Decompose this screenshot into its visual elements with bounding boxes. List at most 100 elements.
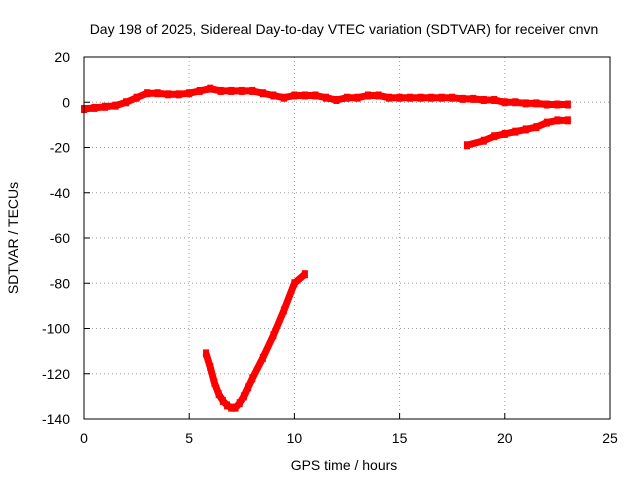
data-point xyxy=(533,123,540,132)
data-point xyxy=(232,403,239,412)
data-point xyxy=(554,100,561,109)
data-point xyxy=(291,91,298,100)
data-point xyxy=(291,279,298,288)
data-point xyxy=(564,116,571,125)
data-point xyxy=(533,99,540,108)
data-point xyxy=(245,383,252,392)
data-point xyxy=(543,100,550,109)
y-tick-label: 20 xyxy=(54,49,70,65)
data-point xyxy=(480,95,487,104)
y-tick-label: -100 xyxy=(42,321,70,337)
data-point xyxy=(270,331,277,340)
data-point xyxy=(344,93,350,102)
data-point xyxy=(280,306,287,315)
data-point xyxy=(270,91,277,100)
data-point xyxy=(428,93,435,102)
data-point xyxy=(365,91,372,100)
data-point xyxy=(480,136,487,145)
data-point xyxy=(249,374,256,383)
data-point xyxy=(123,98,130,107)
data-point xyxy=(228,86,235,95)
data-point xyxy=(354,93,361,102)
series-layer xyxy=(81,84,571,412)
x-tick-label: 5 xyxy=(185,430,193,446)
y-axis-label: SDTVAR / TECUs xyxy=(5,182,21,294)
data-point xyxy=(396,93,403,102)
data-point xyxy=(211,378,218,387)
data-point xyxy=(463,141,470,150)
data-point xyxy=(203,349,210,358)
series-late-arc xyxy=(463,116,571,150)
x-tick-label: 15 xyxy=(392,430,408,446)
data-point xyxy=(144,89,151,98)
y-tick-label: -40 xyxy=(50,185,70,201)
series-line-late-arc xyxy=(465,116,568,149)
y-tick-label: -20 xyxy=(50,140,70,156)
data-point xyxy=(165,90,172,99)
y-tick-label: -120 xyxy=(42,366,70,382)
data-point xyxy=(512,98,519,107)
data-point xyxy=(522,99,529,108)
y-tick-labels: 20 0 -20 -40 -60 -80 -100 -120 -140 xyxy=(42,49,70,427)
data-point xyxy=(407,93,414,102)
x-tick-label: 25 xyxy=(602,430,618,446)
data-point xyxy=(224,401,231,410)
data-point xyxy=(375,91,382,100)
data-point xyxy=(470,94,477,103)
data-point xyxy=(438,93,445,102)
x-tick-labels: 0 5 10 15 20 25 xyxy=(80,430,618,446)
data-point xyxy=(280,93,287,102)
data-point xyxy=(491,95,498,104)
plot-frame xyxy=(83,56,611,420)
y-tick-label: -140 xyxy=(42,411,70,427)
chart-title: Day 198 of 2025, Sidereal Day-to-day VTE… xyxy=(90,21,599,37)
data-point xyxy=(91,103,98,112)
data-point xyxy=(333,95,340,104)
y-tick-label: -60 xyxy=(50,230,70,246)
data-point xyxy=(501,98,508,107)
data-point xyxy=(512,127,519,136)
data-point xyxy=(217,86,224,95)
data-point xyxy=(154,89,161,98)
x-tick-label: 20 xyxy=(497,430,513,446)
data-point xyxy=(259,353,266,362)
data-point xyxy=(301,270,308,279)
x-axis-label: GPS time / hours xyxy=(291,457,398,473)
data-point xyxy=(186,89,193,98)
data-point xyxy=(196,86,203,95)
data-point xyxy=(236,399,243,408)
data-point xyxy=(228,403,235,412)
data-point xyxy=(322,93,329,102)
series-dip xyxy=(202,270,308,412)
data-point xyxy=(207,362,214,371)
x-tick-label: 0 xyxy=(80,430,88,446)
data-point xyxy=(102,102,109,111)
data-point xyxy=(249,86,256,95)
series-line-dip xyxy=(202,271,308,412)
y-tick-label: -80 xyxy=(50,275,70,291)
data-point xyxy=(449,93,456,102)
data-point xyxy=(522,125,529,134)
data-point xyxy=(219,396,226,405)
data-point xyxy=(301,91,308,100)
data-point xyxy=(417,93,424,102)
data-point xyxy=(259,89,266,98)
x-tick-label: 10 xyxy=(287,430,303,446)
data-point xyxy=(554,116,561,125)
series-main xyxy=(81,84,571,114)
data-point xyxy=(207,84,214,93)
data-point xyxy=(386,93,393,102)
data-point xyxy=(564,100,571,109)
data-point xyxy=(133,93,140,102)
data-point xyxy=(112,101,119,110)
data-point xyxy=(501,129,508,138)
data-point xyxy=(238,86,245,95)
y-tick-label: 0 xyxy=(62,94,70,110)
data-point xyxy=(459,94,466,103)
grid xyxy=(83,56,611,420)
data-point xyxy=(175,90,182,99)
data-point xyxy=(312,91,319,100)
data-point xyxy=(215,390,222,399)
data-point xyxy=(491,132,498,141)
